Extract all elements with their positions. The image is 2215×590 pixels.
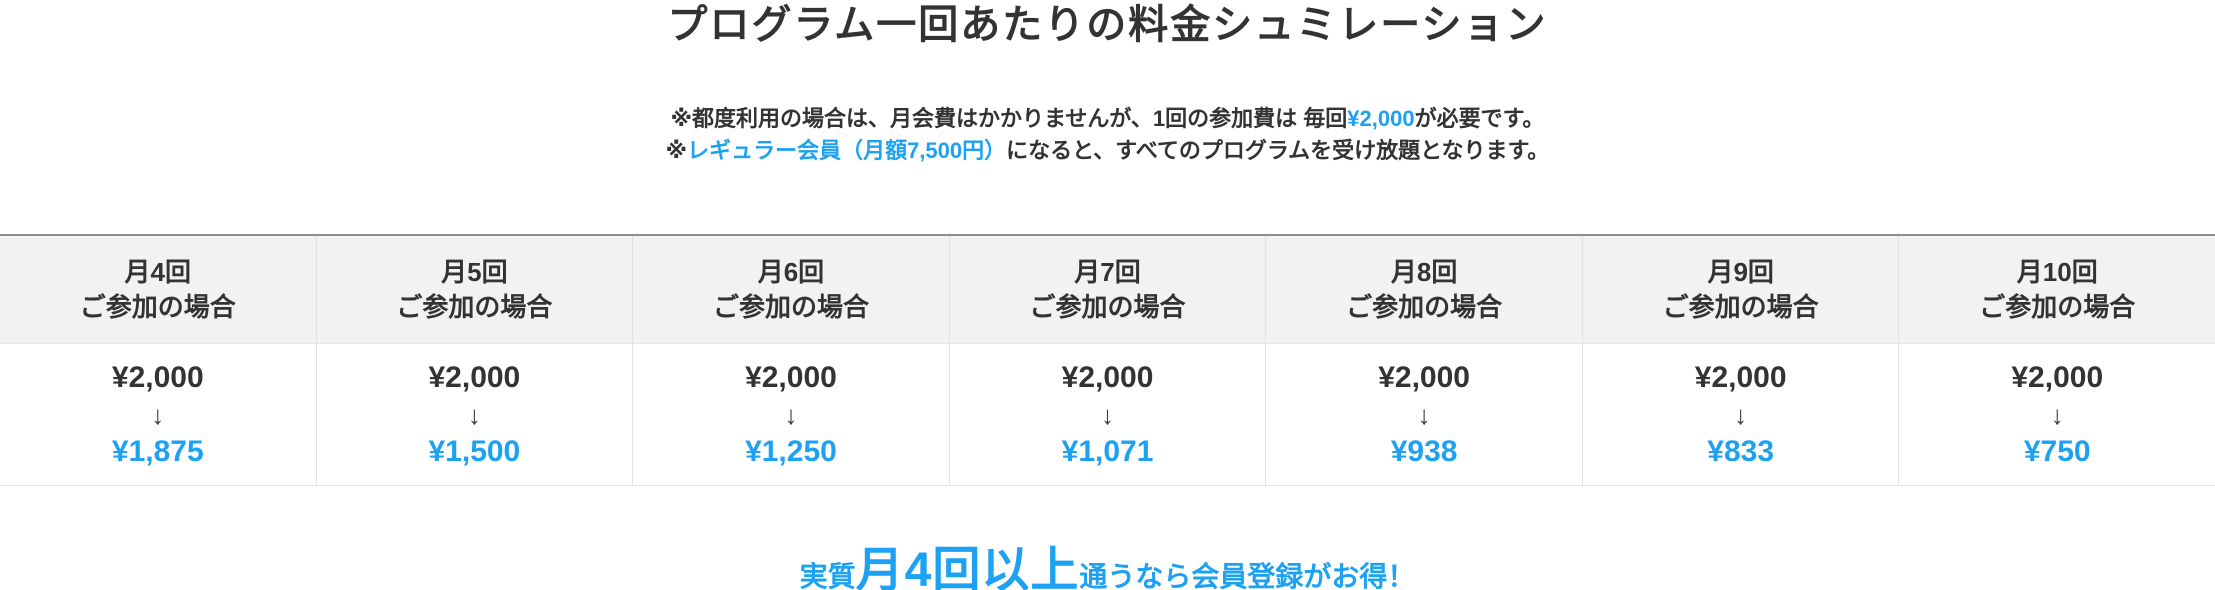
- price-column: 月9回 ご参加の場合 ¥2,000 ↓ ¥833: [1582, 236, 1900, 485]
- down-arrow-icon: ↓: [784, 399, 798, 430]
- note-2-highlight: レギュラー会員（月額7,500円）: [687, 138, 1007, 163]
- base-price: ¥2,000: [1061, 360, 1154, 394]
- note-line-1: ※都度利用の場合は、月会費はかかりませんが、1回の参加費は 毎回¥2,000が必…: [0, 103, 2215, 135]
- column-header-line1: 月5回: [441, 256, 508, 287]
- price-column: 月5回 ご参加の場合 ¥2,000 ↓ ¥1,500: [316, 236, 634, 485]
- discount-price: ¥1,250: [745, 434, 837, 468]
- column-header-line1: 月7回: [1074, 256, 1141, 287]
- column-header: 月10回 ご参加の場合: [1899, 236, 2215, 344]
- column-price-cell: ¥2,000 ↓ ¥1,500: [316, 344, 633, 485]
- discount-price: ¥938: [1390, 434, 1458, 468]
- column-header-line2: ご参加の場合: [712, 291, 869, 322]
- column-header-line1: 月10回: [2016, 256, 2098, 287]
- column-price-cell: ¥2,000 ↓ ¥1,071: [949, 344, 1266, 485]
- down-arrow-icon: ↓: [2050, 399, 2064, 430]
- price-column: 月10回 ご参加の場合 ¥2,000 ↓ ¥750: [1899, 236, 2215, 485]
- down-arrow-icon: ↓: [151, 399, 165, 430]
- down-arrow-icon: ↓: [467, 399, 481, 430]
- base-price: ¥2,000: [1694, 360, 1787, 394]
- column-header: 月8回 ご参加の場合: [1266, 236, 1582, 344]
- price-column: 月7回 ご参加の場合 ¥2,000 ↓ ¥1,071: [949, 236, 1267, 485]
- column-header-line1: 月6回: [757, 256, 825, 287]
- base-price: ¥2,000: [2011, 360, 2104, 394]
- discount-price: ¥750: [2023, 434, 2091, 468]
- page-title: プログラム一回あたりの料金シュミレーション: [667, 3, 1548, 47]
- column-header: 月7回 ご参加の場合: [949, 236, 1266, 344]
- note-2-suffix: になると、すべてのプログラムを受け放題となります。: [1006, 138, 1550, 163]
- column-header: 月6回 ご参加の場合: [633, 236, 949, 344]
- discount-price: ¥1,875: [111, 434, 204, 468]
- column-header: 月5回 ご参加の場合: [316, 236, 633, 344]
- column-header-line2: ご参加の場合: [1662, 291, 1819, 322]
- column-price-cell: ¥2,000 ↓ ¥938: [1266, 344, 1582, 485]
- price-column: 月4回 ご参加の場合 ¥2,000 ↓ ¥1,875: [0, 236, 317, 485]
- price-column: 月8回 ご参加の場合 ¥2,000 ↓ ¥938: [1266, 236, 1583, 485]
- note-1-suffix: が必要です。: [1414, 106, 1545, 131]
- down-arrow-icon: ↓: [1734, 399, 1748, 430]
- down-arrow-icon: ↓: [1417, 399, 1431, 430]
- column-price-cell: ¥2,000 ↓ ¥1,250: [633, 344, 949, 485]
- base-price: ¥2,000: [428, 360, 521, 394]
- notes: ※都度利用の場合は、月会費はかかりませんが、1回の参加費は 毎回¥2,000が必…: [0, 103, 2215, 167]
- footer-lead: 実質: [799, 561, 856, 590]
- column-header-line2: ご参加の場合: [1346, 291, 1503, 322]
- discount-price: ¥833: [1707, 434, 1775, 468]
- column-price-cell: ¥2,000 ↓ ¥1,875: [0, 344, 316, 485]
- discount-price: ¥1,071: [1061, 434, 1154, 468]
- column-price-cell: ¥2,000 ↓ ¥750: [1899, 344, 2215, 485]
- down-arrow-icon: ↓: [1101, 399, 1115, 430]
- column-header-line2: ご参加の場合: [396, 291, 553, 322]
- note-2-prefix: ※: [665, 138, 688, 163]
- note-1-highlight: ¥2,000: [1347, 106, 1415, 131]
- footer-callout: 実質月4回以上通うなら会員登録がお得！: [0, 530, 2215, 590]
- pricing-table: 月4回 ご参加の場合 ¥2,000 ↓ ¥1,875 月5回 ご参加の場合 ¥2…: [0, 234, 2215, 486]
- column-header-line1: 月9回: [1707, 256, 1774, 287]
- base-price: ¥2,000: [745, 360, 837, 394]
- column-header-line1: 月4回: [124, 256, 192, 287]
- footer-emphasis: 月4回以上: [855, 544, 1080, 590]
- footer-rest: 通うなら会員登録がお得！: [1079, 561, 1416, 590]
- column-header-line1: 月8回: [1390, 256, 1458, 287]
- discount-price: ¥1,500: [428, 434, 521, 468]
- column-header-line2: ご参加の場合: [1029, 291, 1186, 322]
- base-price: ¥2,000: [111, 360, 204, 394]
- column-header-line2: ご参加の場合: [1979, 291, 2136, 322]
- base-price: ¥2,000: [1378, 360, 1470, 394]
- column-price-cell: ¥2,000 ↓ ¥833: [1582, 344, 1899, 485]
- column-header: 月4回 ご参加の場合: [0, 236, 316, 344]
- column-header-line2: ご参加の場合: [79, 291, 236, 322]
- column-header: 月9回 ご参加の場合: [1582, 236, 1899, 344]
- note-line-2: ※レギュラー会員（月額7,500円）になると、すべてのプログラムを受け放題となり…: [0, 135, 2215, 167]
- note-1-prefix: ※都度利用の場合は、月会費はかかりませんが、1回の参加費は 毎回: [670, 106, 1348, 131]
- price-column: 月6回 ご参加の場合 ¥2,000 ↓ ¥1,250: [633, 236, 950, 485]
